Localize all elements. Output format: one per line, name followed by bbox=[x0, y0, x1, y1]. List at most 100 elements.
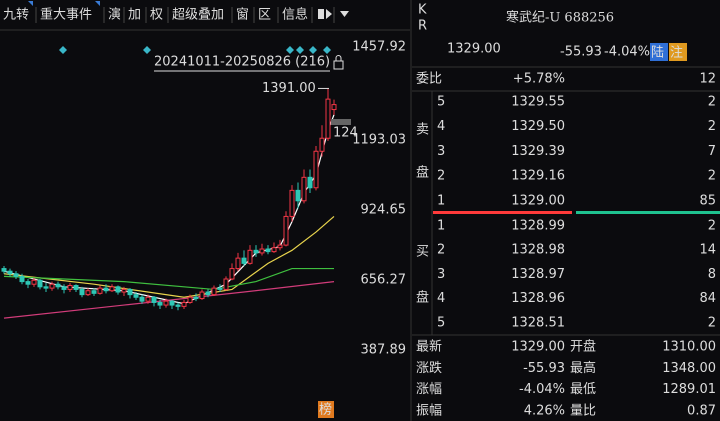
candle-body bbox=[235, 257, 241, 270]
level: 4 bbox=[437, 291, 445, 306]
candle-body bbox=[61, 286, 67, 290]
candle-body bbox=[7, 270, 13, 275]
side-label: 买 bbox=[416, 245, 429, 260]
toolbar-tab[interactable]: 信息 bbox=[282, 7, 308, 23]
stat-value: 1289.01 bbox=[662, 382, 716, 397]
order-price: 1329.50 bbox=[511, 119, 565, 134]
level: 2 bbox=[437, 243, 445, 258]
stat-label: 最低 bbox=[570, 382, 596, 397]
candle-body bbox=[25, 281, 31, 285]
candle-body bbox=[13, 273, 19, 277]
candle-body bbox=[313, 150, 319, 189]
candle-body bbox=[67, 285, 73, 290]
badge[interactable]: 榜 bbox=[319, 402, 332, 418]
event-marker[interactable] bbox=[143, 46, 151, 54]
toolbar-tab[interactable]: 区 bbox=[258, 8, 271, 23]
candle-body bbox=[307, 176, 313, 189]
sell-bar bbox=[433, 211, 572, 214]
event-marker[interactable] bbox=[323, 46, 331, 54]
date-range: 20241011-20250826 (216) bbox=[154, 55, 330, 70]
event-marker[interactable] bbox=[286, 46, 294, 54]
stat-value: 1310.00 bbox=[662, 340, 716, 355]
candle-body bbox=[115, 286, 121, 293]
stat-label: 最新 bbox=[416, 339, 442, 355]
stat-value: 4.26% bbox=[524, 403, 565, 418]
stock-name: 寒武纪-U 688256 bbox=[506, 10, 614, 26]
kr-letter: K bbox=[418, 3, 427, 18]
side-label: 卖 bbox=[416, 123, 429, 138]
level: 3 bbox=[437, 144, 445, 159]
badge-bg bbox=[318, 401, 334, 418]
side-label: 盘 bbox=[416, 290, 429, 306]
stat-value: -55.93 bbox=[523, 361, 565, 376]
stat-label: 最高 bbox=[570, 360, 596, 376]
order-price: 1329.00 bbox=[511, 193, 565, 208]
candle-body bbox=[43, 286, 49, 289]
candle-body bbox=[139, 296, 145, 302]
toolbar-tab[interactable]: 窗 bbox=[236, 7, 249, 23]
stat-value: -4.04% bbox=[519, 382, 565, 397]
candle-body bbox=[145, 296, 151, 302]
candle-body bbox=[163, 300, 169, 306]
ratio-label: 委比 bbox=[416, 72, 442, 87]
candle-body bbox=[121, 288, 127, 293]
order-volume: 8 bbox=[708, 267, 716, 282]
order-price: 1328.99 bbox=[511, 219, 565, 234]
candle-body bbox=[247, 249, 253, 264]
stat-label: 量比 bbox=[570, 403, 596, 418]
candle-body bbox=[253, 249, 259, 254]
order-volume: 7 bbox=[708, 144, 716, 159]
badge-zhu: 注 bbox=[670, 46, 683, 61]
event-marker[interactable] bbox=[309, 46, 317, 54]
price-pct: -4.04% bbox=[604, 45, 650, 60]
order-price: 1329.39 bbox=[511, 144, 565, 159]
event-marker[interactable] bbox=[296, 46, 304, 54]
level: 4 bbox=[437, 119, 445, 134]
lock-icon bbox=[333, 55, 344, 70]
order-volume: 85 bbox=[699, 193, 716, 208]
buy-bar bbox=[576, 211, 720, 214]
candle-body bbox=[295, 189, 301, 202]
edge-box bbox=[331, 119, 351, 125]
candle-body bbox=[1, 268, 7, 272]
level: 5 bbox=[437, 95, 445, 110]
toolbar-tab[interactable]: 演 bbox=[108, 7, 121, 23]
event-marker[interactable] bbox=[59, 46, 67, 54]
y-tick-label: 1193.03 bbox=[352, 133, 406, 148]
order-volume: 2 bbox=[708, 219, 716, 234]
price-change: -55.93 bbox=[560, 45, 602, 60]
ratio-diff: 12 bbox=[699, 72, 716, 87]
candle-body bbox=[109, 286, 115, 292]
stat-value: 0.87 bbox=[687, 403, 716, 418]
stat-label: 开盘 bbox=[570, 339, 596, 355]
order-volume: 2 bbox=[708, 169, 716, 184]
toolbar-tab[interactable]: 加 bbox=[128, 8, 141, 23]
level: 1 bbox=[437, 193, 445, 208]
toolbar-tab[interactable]: 超级叠加 bbox=[172, 8, 224, 23]
toolbar-tab[interactable]: 权 bbox=[150, 7, 163, 23]
order-volume: 2 bbox=[708, 119, 716, 134]
order-volume: 2 bbox=[708, 315, 716, 330]
stat-label: 涨跌 bbox=[416, 360, 442, 376]
candle-body bbox=[325, 98, 331, 139]
edge-label: 124 bbox=[333, 126, 358, 141]
candle-body bbox=[133, 294, 139, 298]
toolbar-tab[interactable]: 九转 bbox=[3, 8, 29, 23]
ma-line bbox=[3, 215, 335, 298]
ma-line bbox=[3, 281, 335, 319]
stat-label: 振幅 bbox=[416, 403, 442, 418]
candle-body bbox=[169, 300, 175, 306]
candle-body bbox=[271, 247, 277, 253]
candle-body bbox=[241, 257, 247, 264]
badge-bg bbox=[669, 43, 687, 61]
candle-body bbox=[97, 287, 103, 294]
expand-icon[interactable] bbox=[318, 9, 332, 19]
kr-letter: R bbox=[418, 19, 427, 34]
dropdown-icon[interactable] bbox=[340, 11, 349, 17]
level: 2 bbox=[437, 169, 445, 184]
candle-body bbox=[37, 279, 43, 288]
toolbar-tab[interactable]: 重大事件 bbox=[40, 7, 92, 23]
y-tick-label: 387.89 bbox=[361, 342, 407, 357]
order-price: 1329.16 bbox=[511, 169, 565, 184]
